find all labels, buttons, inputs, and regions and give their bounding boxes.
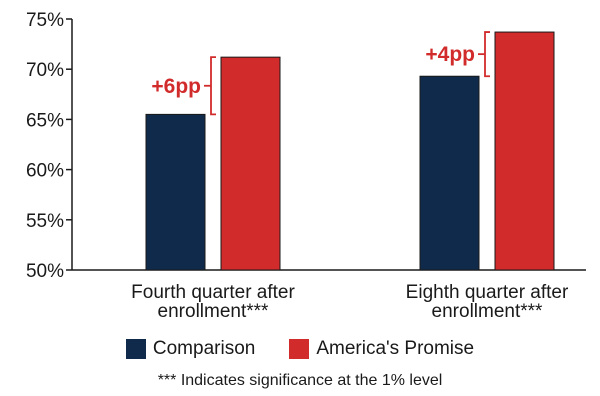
y-tick-label: 50% bbox=[26, 261, 64, 282]
bar-comparison-2 bbox=[419, 75, 480, 271]
bar-chart: 50%55%60%65%70%75%Fourth quarter afteren… bbox=[26, 10, 586, 322]
x-category-label: Fourth quarter after bbox=[131, 282, 295, 303]
x-category-label: enrollment*** bbox=[158, 301, 269, 322]
x-category-label: enrollment*** bbox=[432, 301, 543, 322]
y-tick-label: 65% bbox=[26, 110, 64, 131]
legend: Comparison America's Promise bbox=[0, 336, 600, 362]
legend-label-comparison: Comparison bbox=[152, 338, 256, 359]
y-tick-label: 55% bbox=[26, 211, 64, 232]
legend-swatch-comparison bbox=[125, 339, 146, 359]
x-category-label: Eighth quarter after bbox=[406, 282, 569, 303]
bar-america-s-promise-1 bbox=[220, 56, 281, 271]
legend-swatch-americas-promise bbox=[289, 339, 310, 359]
difference-bracket bbox=[484, 31, 490, 78]
difference-label: +6pp bbox=[151, 75, 201, 98]
difference-label: +4pp bbox=[425, 43, 475, 66]
y-tick-label: 70% bbox=[26, 60, 64, 81]
bar-comparison-1 bbox=[145, 113, 206, 271]
legend-label-americas-promise: America's Promise bbox=[316, 338, 475, 359]
legend-item-comparison: Comparison bbox=[125, 338, 256, 360]
difference-bracket bbox=[210, 56, 216, 116]
y-tick-label: 75% bbox=[26, 10, 64, 31]
y-tick-label: 60% bbox=[26, 161, 64, 182]
footnote: *** Indicates significance at the 1% lev… bbox=[157, 372, 443, 389]
bar-america-s-promise-2 bbox=[494, 31, 555, 271]
legend-item-americas-promise: America's Promise bbox=[289, 338, 474, 360]
